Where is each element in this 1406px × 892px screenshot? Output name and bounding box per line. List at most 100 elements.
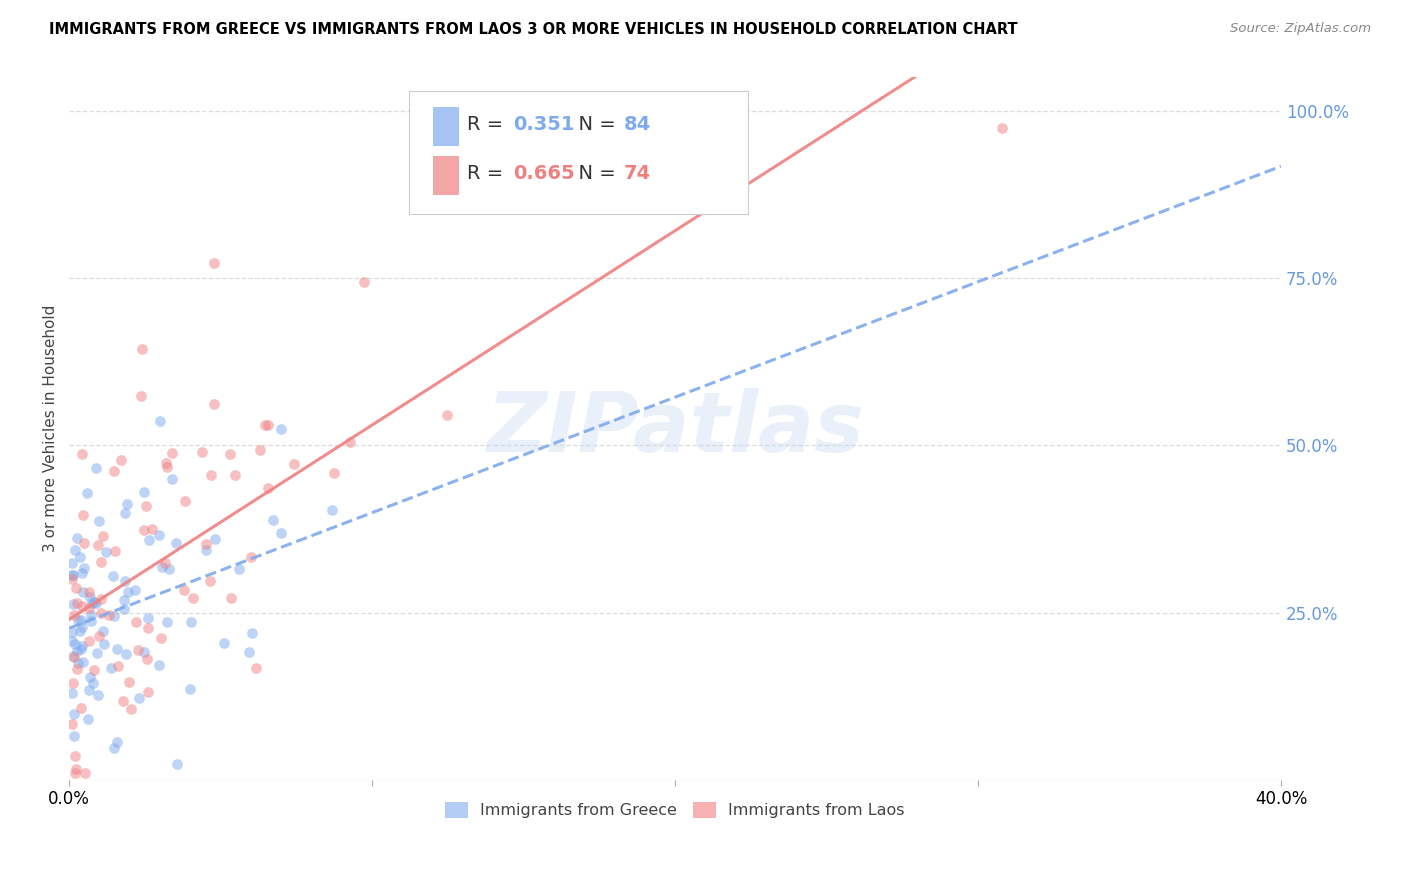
Point (60, 717, 83, 731)
Point (72, 585, 94, 599)
Point (60, 625, 83, 640)
Point (83, 595, 105, 609)
Point (111, 694, 134, 708)
Point (80, 596, 103, 610)
Point (89, 630, 111, 644)
Point (134, 499, 156, 513)
Point (69, 624, 91, 639)
Point (181, 591, 204, 606)
Point (245, 661, 267, 675)
Point (262, 513, 284, 527)
Point (179, 681, 201, 696)
Point (148, 528, 170, 542)
Point (323, 466, 346, 480)
Point (141, 522, 163, 536)
Point (155, 556, 177, 570)
Point (107, 658, 129, 673)
Point (104, 544, 127, 558)
Point (165, 536, 187, 550)
Point (72, 447, 94, 461)
Point (114, 574, 136, 589)
Text: Source: ZipAtlas.com: Source: ZipAtlas.com (1230, 22, 1371, 36)
Point (155, 456, 177, 470)
Point (166, 756, 188, 771)
Point (173, 493, 195, 508)
Point (60, 633, 83, 648)
Point (72, 508, 94, 523)
Point (249, 443, 271, 458)
Point (63, 649, 86, 664)
Point (152, 560, 174, 574)
Point (84, 597, 107, 611)
Point (436, 408, 458, 422)
Point (79, 634, 101, 648)
Y-axis label: 3 or more Vehicles in Household: 3 or more Vehicles in Household (44, 305, 58, 552)
Point (66, 531, 89, 545)
Text: 0.351: 0.351 (513, 115, 574, 134)
Point (70, 620, 93, 634)
Point (157, 562, 180, 576)
Text: R =: R = (467, 115, 509, 134)
Point (66, 662, 89, 676)
Point (991, 120, 1014, 135)
Point (115, 648, 138, 662)
FancyBboxPatch shape (433, 107, 460, 145)
Point (60, 556, 83, 570)
Point (76, 486, 98, 500)
Point (87, 538, 110, 552)
Point (138, 533, 160, 547)
Point (63, 542, 86, 557)
Point (93, 637, 115, 651)
Point (77, 712, 100, 726)
Point (80, 614, 103, 628)
Point (93, 624, 115, 638)
Point (283, 458, 305, 472)
Point (132, 645, 155, 659)
Text: ZIPatlas: ZIPatlas (486, 388, 865, 469)
Point (91, 529, 114, 543)
Point (98, 608, 121, 623)
Point (82, 676, 104, 690)
Point (160, 472, 183, 486)
Point (90, 606, 112, 620)
Point (150, 631, 173, 645)
Point (69, 641, 91, 656)
Point (90, 555, 112, 569)
Point (321, 503, 343, 517)
Point (115, 497, 138, 511)
Point (62, 649, 84, 664)
Point (257, 481, 280, 495)
Point (70, 599, 93, 613)
Point (219, 591, 242, 606)
Point (77, 683, 100, 698)
Point (224, 468, 246, 483)
Point (136, 621, 159, 635)
Point (270, 526, 292, 541)
Point (101, 569, 124, 583)
Point (63, 729, 86, 743)
Point (62, 568, 84, 582)
Point (191, 445, 214, 459)
Point (63, 766, 86, 780)
Point (156, 459, 179, 474)
Point (131, 342, 153, 356)
Point (120, 702, 142, 716)
Point (65, 637, 87, 651)
Point (194, 542, 217, 557)
Point (65, 581, 87, 595)
Point (67, 656, 90, 670)
Point (110, 452, 132, 467)
Point (66, 644, 89, 658)
Point (118, 674, 141, 689)
Point (198, 574, 221, 588)
Text: 84: 84 (624, 115, 651, 134)
Text: N =: N = (567, 115, 621, 134)
Point (84, 461, 107, 475)
Point (105, 642, 128, 657)
Point (138, 611, 160, 625)
Text: 74: 74 (624, 164, 651, 183)
Point (219, 447, 242, 461)
Point (194, 537, 217, 551)
Point (69, 700, 91, 714)
FancyBboxPatch shape (409, 92, 748, 214)
